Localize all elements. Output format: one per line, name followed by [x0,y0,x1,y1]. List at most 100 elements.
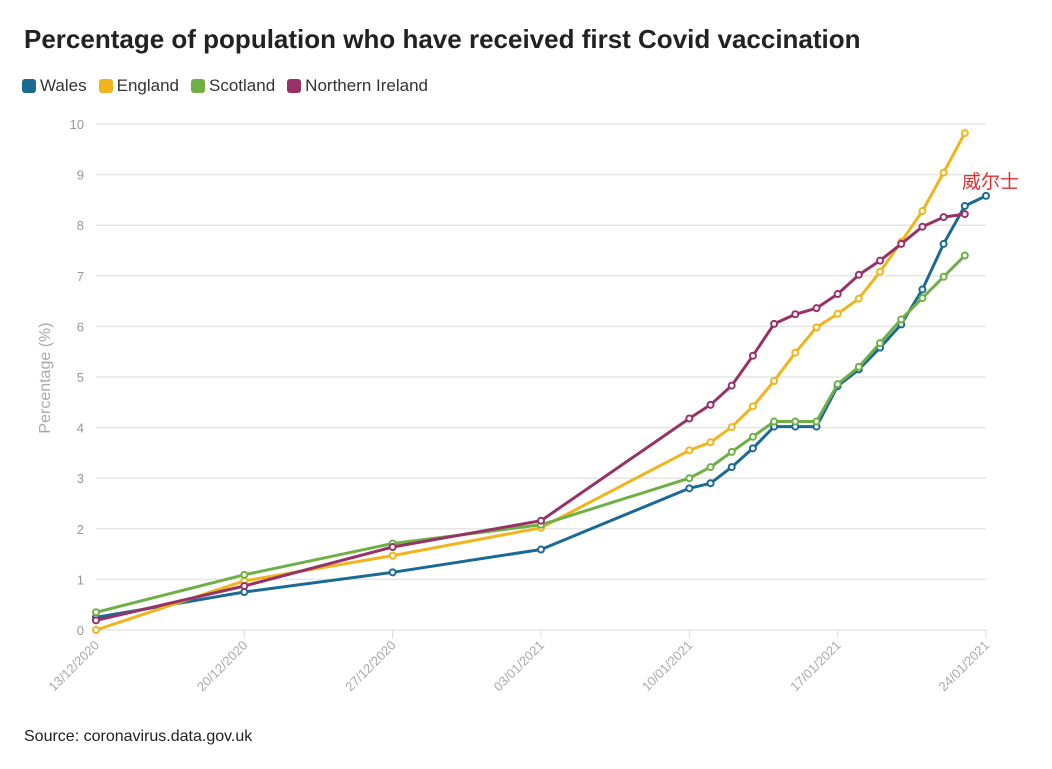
point-england[interactable] [812,323,821,332]
x-tick-label: 13/12/2020 [45,638,102,695]
y-tick-label: 5 [77,370,84,385]
point-northern-ireland[interactable] [727,381,736,390]
legend-swatch-scotland [191,79,205,93]
legend-item-england[interactable]: England [98,76,179,96]
line-northern-ireland [94,212,967,622]
y-axis-label: Percentage (%) [37,322,54,433]
point-wales[interactable] [939,239,948,248]
point-northern-ireland[interactable] [537,516,545,525]
point-scotland[interactable] [918,294,927,303]
point-northern-ireland[interactable] [812,304,821,313]
point-northern-ireland[interactable] [706,400,715,409]
x-tick-label: 27/12/2020 [342,638,399,695]
point-wales[interactable] [388,568,397,577]
y-tick-label: 6 [77,319,84,334]
point-england[interactable] [833,309,842,318]
point-scotland[interactable] [812,417,821,426]
legend: Wales England Scotland Northern Ireland [22,76,428,96]
point-scotland[interactable] [685,474,694,483]
source-note: Source: coronavirus.data.gov.uk [24,728,253,745]
point-northern-ireland[interactable] [685,414,694,423]
legend-label-wales: Wales [40,76,87,95]
point-northern-ireland[interactable] [960,210,969,219]
point-scotland[interactable] [92,608,100,617]
point-northern-ireland[interactable] [791,310,800,319]
point-scotland[interactable] [897,315,906,324]
legend-label-england: England [116,76,179,95]
point-england[interactable] [918,207,927,216]
point-northern-ireland[interactable] [240,581,249,590]
point-england[interactable] [876,267,885,276]
legend-item-wales[interactable]: Wales [22,76,87,96]
point-northern-ireland[interactable] [854,270,863,279]
legend-swatch-northern-ireland [287,79,302,93]
x-axis-ticks: 13/12/2020 20/12/2020 27/12/2020 03/01/2021… [45,630,992,694]
point-wales[interactable] [706,479,715,488]
point-england[interactable] [685,446,694,455]
x-tick-label: 03/01/2021 [490,638,547,695]
point-northern-ireland[interactable] [918,222,927,231]
point-northern-ireland[interactable] [876,256,885,265]
point-scotland[interactable] [960,251,969,260]
line-wales [94,194,988,619]
series-scotland [92,251,969,617]
series-england [92,129,969,634]
x-tick-label: 10/01/2021 [639,638,696,695]
y-tick-label: 10 [70,117,84,132]
point-england[interactable] [770,377,779,386]
legend-item-scotland[interactable]: Scotland [191,76,275,96]
point-england[interactable] [706,438,715,447]
point-wales[interactable] [727,463,736,472]
series-wales [92,191,990,622]
point-scotland[interactable] [240,570,249,579]
point-england[interactable] [727,423,736,432]
point-scotland[interactable] [748,432,757,441]
point-northern-ireland[interactable] [939,213,948,222]
point-scotland[interactable] [770,417,779,426]
series-northern-ireland [92,210,969,625]
point-scotland[interactable] [854,362,863,371]
point-northern-ireland[interactable] [748,351,757,360]
line-scotland [94,254,967,614]
point-wales[interactable] [918,285,927,294]
legend-swatch-england [98,79,113,93]
annotation-label: 威尔士 [962,171,1019,193]
point-scotland[interactable] [791,417,800,426]
y-tick-label: 2 [77,522,84,537]
point-scotland[interactable] [939,272,948,281]
point-wales[interactable] [685,484,694,493]
point-wales[interactable] [748,444,757,453]
point-northern-ireland[interactable] [897,239,906,248]
point-wales[interactable] [982,191,990,200]
point-wales[interactable] [537,545,545,554]
point-england[interactable] [939,168,948,177]
legend-item-northern-ireland[interactable]: Northern Ireland [287,76,428,96]
point-northern-ireland[interactable] [92,616,100,625]
point-scotland[interactable] [876,339,885,348]
legend-label-scotland: Scotland [209,76,276,95]
point-wales[interactable] [960,201,969,210]
point-england[interactable] [791,348,800,357]
point-scotland[interactable] [833,380,842,389]
gridlines [96,123,986,631]
point-england[interactable] [854,294,863,303]
x-tick-label: 17/01/2021 [787,638,844,695]
y-tick-label: 9 [77,168,84,183]
point-northern-ireland[interactable] [770,319,779,328]
y-axis-ticks: 0 1 2 3 4 5 6 7 8 9 10 [70,117,84,638]
point-england[interactable] [960,129,969,138]
y-tick-label: 1 [77,572,84,587]
chart-title: Percentage of population who have receiv… [24,24,861,54]
point-england[interactable] [388,551,397,560]
point-scotland[interactable] [706,463,715,472]
point-england[interactable] [92,626,100,634]
point-scotland[interactable] [727,447,736,456]
legend-swatch-wales [22,79,36,93]
y-tick-label: 3 [77,471,84,486]
point-northern-ireland[interactable] [833,290,842,299]
point-england[interactable] [748,402,757,411]
y-tick-label: 4 [77,421,84,436]
series-lines [92,129,990,634]
point-northern-ireland[interactable] [388,543,397,552]
